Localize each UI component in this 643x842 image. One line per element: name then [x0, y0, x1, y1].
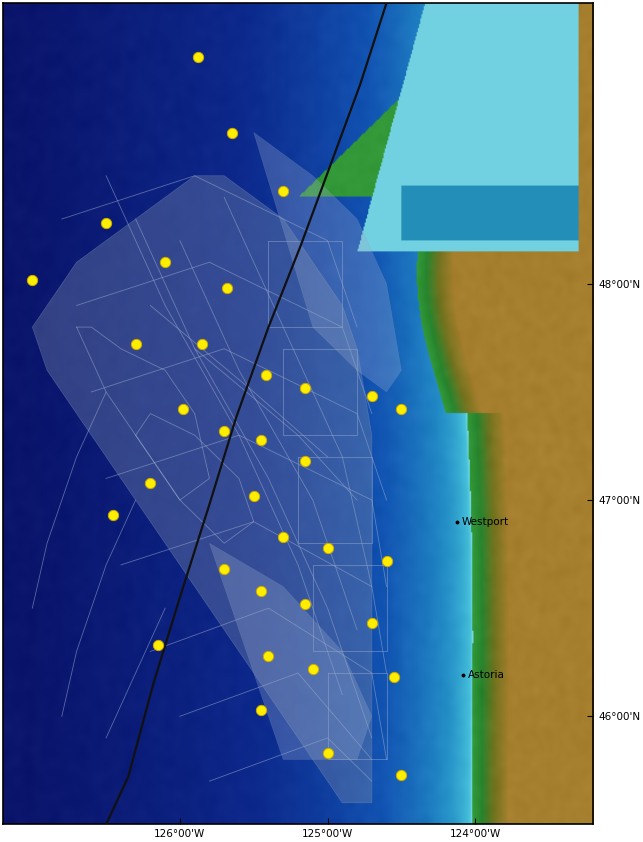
- Point: [256, 433, 266, 446]
- Point: [389, 670, 399, 684]
- Point: [300, 597, 311, 610]
- Point: [322, 541, 332, 554]
- Point: [256, 703, 266, 717]
- Text: Westport: Westport: [462, 517, 509, 527]
- Point: [396, 768, 406, 781]
- Point: [367, 390, 377, 403]
- Point: [226, 125, 237, 139]
- Point: [219, 424, 230, 438]
- Point: [192, 50, 203, 63]
- Point: [219, 562, 230, 576]
- Point: [300, 381, 311, 394]
- Point: [197, 338, 207, 351]
- Point: [381, 554, 392, 568]
- Point: [160, 255, 170, 269]
- Point: [177, 402, 188, 416]
- Point: [145, 476, 156, 489]
- Polygon shape: [210, 543, 372, 759]
- Point: [396, 402, 406, 416]
- Point: [27, 273, 37, 286]
- Point: [249, 489, 259, 503]
- Text: Astoria: Astoria: [467, 670, 505, 680]
- Point: [300, 455, 311, 468]
- Point: [152, 638, 163, 652]
- Point: [367, 616, 377, 630]
- Point: [264, 649, 274, 663]
- Point: [101, 216, 111, 230]
- Point: [307, 662, 318, 675]
- Point: [131, 338, 141, 351]
- Point: [222, 281, 232, 295]
- Point: [256, 584, 266, 598]
- Point: [278, 184, 289, 198]
- Point: [260, 368, 271, 381]
- Point: [278, 530, 289, 544]
- Point: [108, 509, 118, 522]
- Polygon shape: [254, 132, 401, 392]
- Polygon shape: [32, 176, 372, 802]
- Point: [322, 746, 332, 759]
